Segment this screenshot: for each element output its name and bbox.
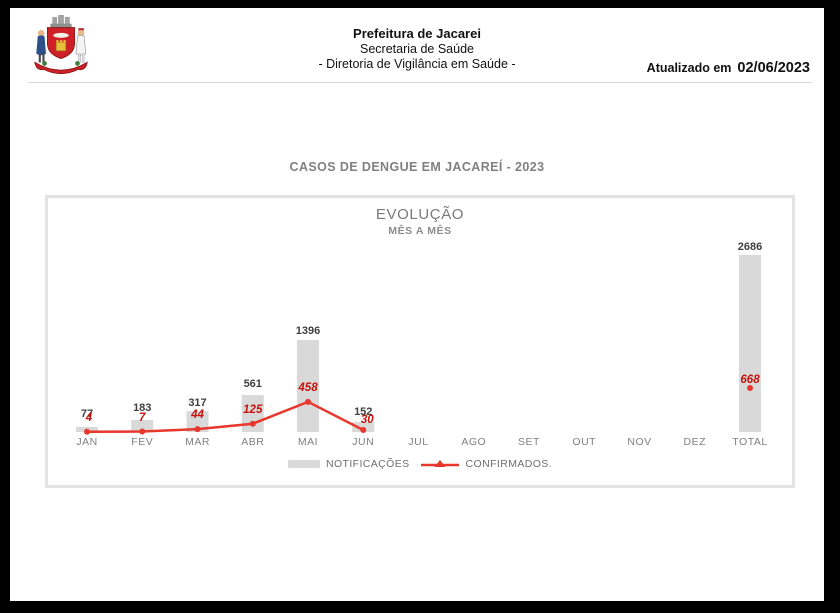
confirmed-value-label: 125: [243, 404, 263, 416]
notifications-bar: [297, 340, 319, 432]
month-label: SET: [518, 436, 540, 448]
crown-tower: [52, 16, 58, 26]
confirmed-marker: [249, 420, 256, 427]
castle-merlon: [59, 40, 63, 43]
confirmed-marker: [305, 398, 311, 405]
shield-fish: [53, 32, 69, 38]
confirmed-value-label: 458: [297, 382, 318, 394]
legend-label-notificacoes: NOTIFICAÇÕES: [325, 458, 410, 470]
jacarei-coat-of-arms-logo: [34, 15, 88, 75]
confirmed-value-label: 668: [740, 374, 760, 386]
chart-legend: NOTIFICAÇÕES CONFIRMADOS.: [287, 458, 552, 470]
month-label: JUL: [408, 436, 428, 448]
month-label: NOV: [627, 436, 651, 448]
updated-block: Atualizado em 02/06/2023: [647, 60, 810, 76]
month-label: MAR: [185, 436, 210, 448]
notifications-value-label: 1396: [296, 325, 320, 337]
notifications-value-label: 183: [133, 402, 151, 414]
crown-base: [50, 23, 72, 28]
month-label: JAN: [76, 436, 97, 448]
notifications-bar: [739, 255, 761, 432]
month-label: FEV: [131, 436, 153, 448]
header-text-block: Prefeitura de Jacarei Secretaria de Saúd…: [10, 26, 824, 72]
chart-subtitle: MÊS A MÊS: [388, 225, 452, 237]
notifications-value-label: 77: [81, 408, 93, 420]
confirmed-line-swatch: [420, 460, 459, 467]
notifications-value-label: 2686: [738, 241, 762, 253]
castle-merlon: [56, 40, 59, 43]
confirmed-value-label: 4: [85, 412, 93, 424]
page-title: CASOS DE DENGUE EM JACAREÍ - 2023: [289, 160, 545, 174]
notifications-bar: [352, 421, 375, 432]
evolution-chart: 77 JAN 183 FEV 317 MAR 561 ABR 1396 MAI 152 JUN JUL A…: [76, 241, 767, 448]
month-label: OUT: [572, 436, 596, 448]
ribbon-banner: [34, 61, 88, 75]
month-label: TOTAL: [732, 436, 767, 448]
notifications-bar: [131, 419, 154, 432]
org-title: Prefeitura de Jacarei: [353, 26, 481, 41]
notifications-swatch: [287, 460, 320, 468]
right-supporter-cap: [78, 28, 84, 31]
legend-item-notificacoes: NOTIFICAÇÕES: [287, 458, 410, 470]
updated-date: 02/06/2023: [737, 60, 810, 76]
month-label: ABR: [241, 436, 264, 448]
notifications-value-label: 561: [244, 378, 262, 390]
chart-panel: EVOLUÇÃO MÊS A MÊS 77 JAN 183 FEV 317 MAR 561 A…: [45, 195, 795, 488]
legend-item-confirmados: CONFIRMADOS.: [420, 458, 552, 470]
notifications-value-label: 317: [188, 397, 206, 409]
confirmed-marker: [139, 428, 146, 435]
right-supporter-body: [75, 35, 87, 56]
updated-label: Atualizado em: [646, 61, 732, 75]
month-label: DEZ: [684, 436, 707, 448]
left-supporter-head: [37, 30, 45, 37]
org-subtitle: Secretaria de Saúde: [360, 42, 474, 56]
month-label: AGO: [461, 436, 486, 448]
right-supporter-leg: [81, 53, 85, 63]
header-divider: [28, 82, 812, 83]
left-supporter-leg: [42, 53, 45, 63]
confirmed-marker: [360, 427, 367, 434]
right-supporter-head: [77, 30, 85, 37]
left-supporter-leg: [38, 53, 41, 63]
left-supporter-body: [36, 35, 46, 56]
green-tuft: [42, 61, 47, 66]
crown-tower: [64, 16, 70, 26]
notifications-bar: [186, 411, 209, 432]
org-subtitle2: - Diretoria de Vigilância em Saúde -: [318, 57, 516, 71]
green-tuft: [75, 61, 80, 66]
confirmed-value-label: 7: [139, 412, 146, 424]
confirmed-line: [86, 400, 364, 433]
confirmed-marker: [747, 384, 753, 391]
chart-title: EVOLUÇÃO: [375, 206, 465, 223]
crown-tower: [58, 15, 64, 26]
report-page: Prefeitura de Jacarei Secretaria de Saúd…: [10, 8, 824, 601]
castle-merlon: [63, 40, 66, 43]
legend-label-confirmados: CONFIRMADOS.: [465, 458, 553, 470]
month-label: MAI: [298, 436, 318, 448]
notifications-value-label: 152: [354, 406, 372, 418]
confirmed-marker: [84, 428, 90, 435]
confirmed-value-label: 44: [190, 409, 204, 421]
month-label: JUN: [352, 436, 374, 448]
confirmed-marker: [194, 426, 201, 433]
confirmed-value-label: 30: [361, 414, 374, 426]
